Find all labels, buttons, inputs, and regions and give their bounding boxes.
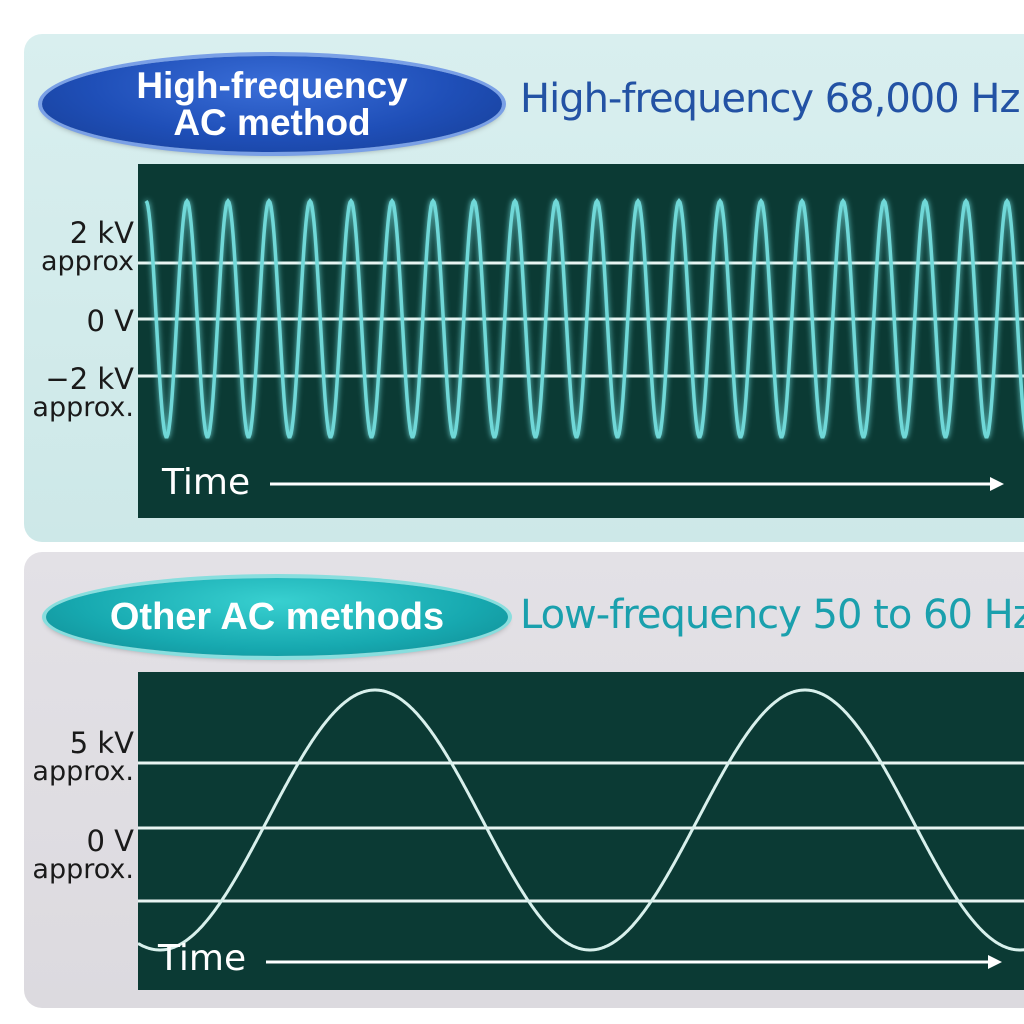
bottom-upper-label: 5 kV approx. bbox=[0, 728, 134, 787]
low-frequency-waveform-plot: Time bbox=[138, 672, 1024, 990]
low-frequency-wave bbox=[138, 688, 1024, 952]
bottom-upper-value: 5 kV bbox=[69, 726, 134, 760]
badge-text: Other AC methods bbox=[109, 596, 445, 638]
badge-line2: AC method bbox=[173, 102, 371, 143]
bottom-upper-suffix: approx. bbox=[32, 756, 134, 788]
other-ac-methods-badge: Other AC methods bbox=[46, 578, 508, 656]
top-time-arrow-head bbox=[990, 477, 1004, 491]
top-upper-label: 2 kV approx bbox=[0, 218, 134, 277]
top-time-label: Time bbox=[162, 462, 251, 503]
bottom-zero-suffix: approx. bbox=[32, 854, 134, 886]
bottom-time-label: Time bbox=[158, 938, 247, 979]
low-frequency-waveform-svg bbox=[138, 688, 1024, 969]
top-lower-label: −2 kV approx. bbox=[0, 364, 134, 423]
high-frequency-waveform-svg bbox=[138, 197, 1024, 491]
high-frequency-waveform-plot: Time bbox=[138, 164, 1024, 518]
bottom-zero-value: 0 V bbox=[86, 824, 134, 858]
top-lower-suffix: approx. bbox=[32, 392, 134, 424]
badge-line1: High-frequency bbox=[136, 65, 408, 106]
top-upper-suffix: approx bbox=[41, 246, 134, 278]
top-zero-label: 0 V bbox=[86, 304, 134, 338]
top-lower-value: −2 kV bbox=[45, 362, 134, 396]
high-frequency-wave bbox=[144, 197, 1024, 439]
high-frequency-subtitle: High-frequency 68,000 Hz bbox=[520, 76, 1020, 122]
bottom-time-arrow-head bbox=[988, 955, 1002, 969]
high-frequency-badge: High-frequency AC method bbox=[42, 56, 502, 152]
bottom-zero-label: 0 V approx. bbox=[0, 826, 134, 885]
low-frequency-subtitle: Low-frequency 50 to 60 Hz bbox=[520, 592, 1024, 638]
top-upper-value: 2 kV bbox=[69, 216, 134, 250]
